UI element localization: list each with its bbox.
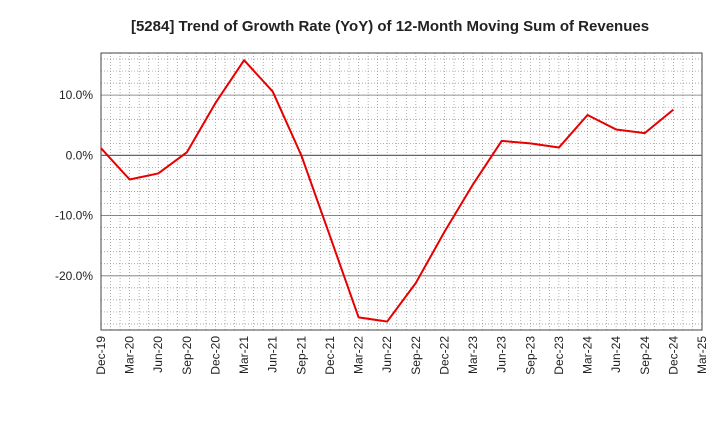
x-tick-label: Sep-24 xyxy=(638,336,652,375)
series-layer xyxy=(100,59,675,323)
x-tick-label: Dec-22 xyxy=(437,336,451,375)
x-tick-label: Jun-21 xyxy=(266,336,280,373)
y-tick-labels: 10.0% 0.0% -10.0% -20.0% xyxy=(55,88,93,283)
grid-layer xyxy=(100,53,703,330)
y-tick-label: 0.0% xyxy=(66,148,94,162)
x-tick-label: Sep-21 xyxy=(294,336,308,375)
x-tick-label: Jun-22 xyxy=(380,336,394,373)
x-tick-label: Mar-22 xyxy=(352,336,366,374)
chart-title: [5284] Trend of Growth Rate (YoY) of 12-… xyxy=(131,18,649,35)
series-line xyxy=(100,59,675,323)
y-tick-label: -20.0% xyxy=(55,269,93,283)
x-tick-label: Dec-19 xyxy=(94,336,108,375)
x-tick-label: Mar-20 xyxy=(123,336,137,374)
x-tick-label: Sep-22 xyxy=(409,336,423,375)
y-tick-label: -10.0% xyxy=(55,209,93,223)
x-tick-label: Mar-24 xyxy=(581,336,595,374)
x-tick-label: Dec-23 xyxy=(552,336,566,375)
y-tick-label: 10.0% xyxy=(59,88,93,102)
x-tick-label: Dec-24 xyxy=(666,336,680,375)
x-tick-label: Sep-20 xyxy=(180,336,194,375)
x-tick-label: Mar-25 xyxy=(695,336,709,374)
x-tick-label: Sep-23 xyxy=(523,336,537,375)
x-tick-label: Dec-20 xyxy=(208,336,222,375)
x-tick-label: Jun-20 xyxy=(151,336,165,373)
plot-area-border xyxy=(100,52,703,331)
x-tick-label: Jun-24 xyxy=(609,336,623,373)
x-tick-label: Dec-21 xyxy=(323,336,337,375)
x-tick-label: Mar-23 xyxy=(466,336,480,374)
x-tick-label: Jun-23 xyxy=(495,336,509,373)
x-tick-labels: Dec-19 Mar-20 Jun-20 Sep-20 Dec-20 Mar-21 Jun-… xyxy=(94,336,709,375)
x-tick-label: Mar-21 xyxy=(237,336,251,374)
